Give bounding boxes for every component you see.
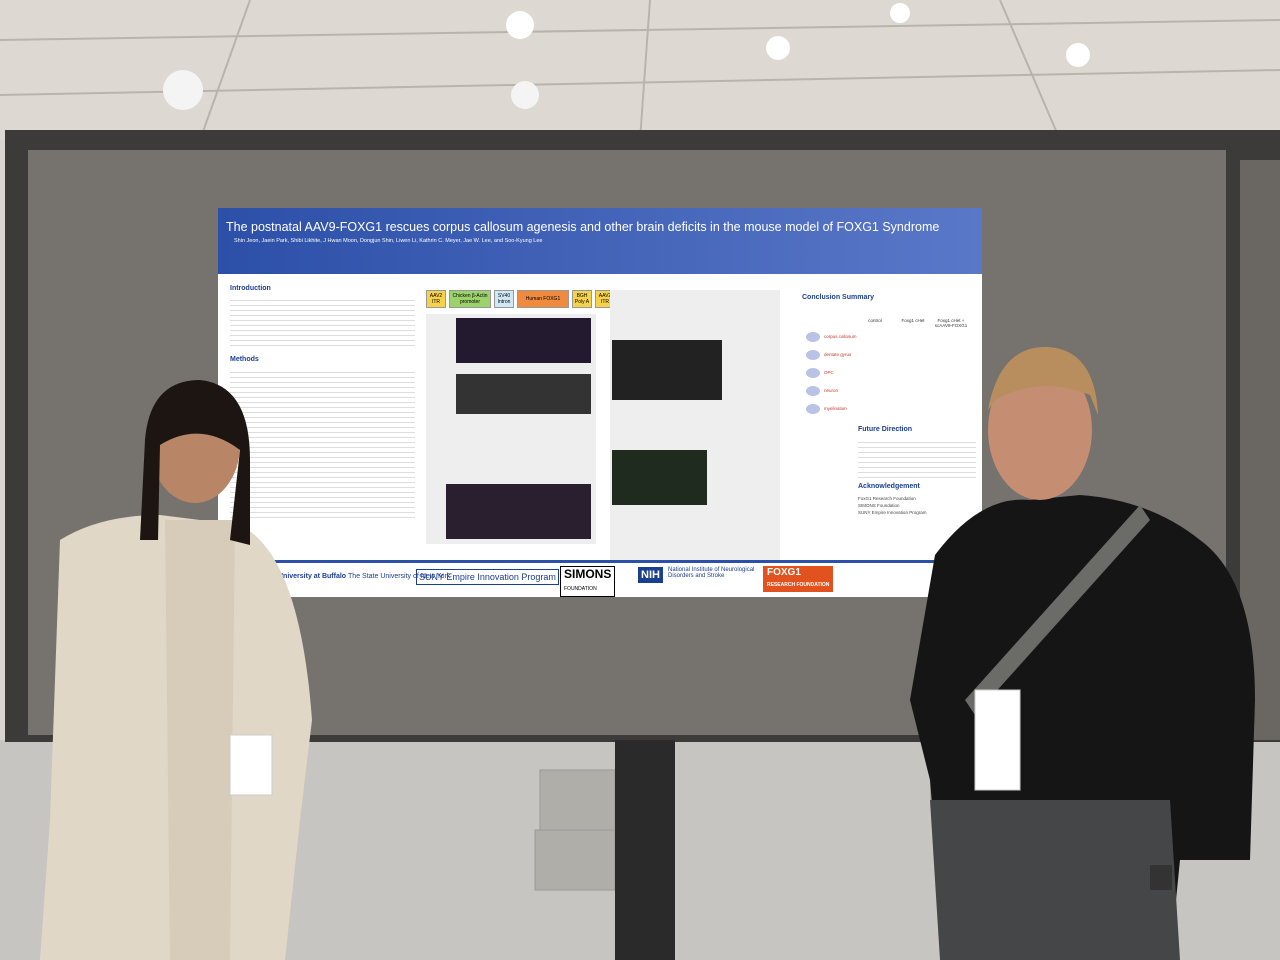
summary-table: control Foxg1 cHet Foxg1 cHet + scAAV9-FOX… [802, 308, 972, 418]
row-icon [806, 350, 820, 360]
logo-bar: University at Buffalo The State Universi… [218, 560, 982, 597]
person-right [910, 346, 1255, 960]
logo-text: FOXG1 RESEARCH FOUNDATION [763, 566, 834, 592]
section-heading: Acknowledgement [858, 483, 920, 490]
row-label: dentate gyrus [824, 352, 852, 357]
construct-element: Chicken β-Actin promoter [449, 290, 491, 308]
logo-text: SUNY Empire Innovation Program [416, 569, 559, 585]
logo-text: NIH [638, 567, 663, 583]
column-label: Foxg1 cHet + scAAV9-FOXG1 [934, 318, 968, 328]
section-heading: Conclusion Summary [802, 294, 874, 301]
figure-2 [610, 290, 780, 560]
row-label: OPC [824, 370, 834, 375]
logo-text: National Institute of Neurological Disor… [668, 567, 755, 579]
poster-header: The postnatal AAV9-FOXG1 rescues corpus … [218, 208, 982, 274]
row-label: corpus callosum [824, 334, 857, 339]
row-label: neuron [824, 388, 839, 393]
construct-element: SV40 Intron [494, 290, 514, 308]
poster-authors: Shin Jeon, Jaein Park, Shibi Likhite, J … [234, 238, 543, 244]
text-block [230, 368, 415, 518]
acknowledgement: FoxG1 Research Foundation [858, 496, 916, 501]
section-heading: Future Direction [858, 426, 913, 433]
row-icon [806, 386, 820, 396]
acknowledgement-list: FoxG1 Research Foundation SIMONS Foundati… [858, 495, 976, 516]
acknowledgement: SUNY Empire Innovation Program [858, 510, 927, 515]
poster-title: The postnatal AAV9-FOXG1 rescues corpus … [226, 220, 940, 234]
figure-1 [426, 314, 596, 544]
column-label: control [868, 318, 882, 323]
construct-element: BGH Poly A [572, 290, 592, 308]
text-block [858, 438, 976, 478]
text-block [230, 296, 415, 346]
row-label: myelination [824, 406, 847, 411]
person-left [40, 380, 312, 960]
acknowledgement: SIMONS Foundation [858, 503, 900, 508]
row-icon [806, 368, 820, 378]
column-label: Foxg1 cHet [901, 318, 925, 323]
section-heading: Introduction [230, 285, 271, 292]
logo-text: SIMONS FOUNDATION [560, 566, 616, 597]
row-icon [806, 404, 820, 414]
logo-text: University at Buffalo The State Universi… [278, 573, 451, 580]
construct-element: AAV2 ITR [426, 290, 446, 308]
row-icon [806, 332, 820, 342]
construct-element: Human FOXG1 [517, 290, 569, 308]
section-heading: Methods [230, 356, 259, 363]
poster: The postnatal AAV9-FOXG1 rescues corpus … [218, 208, 982, 597]
